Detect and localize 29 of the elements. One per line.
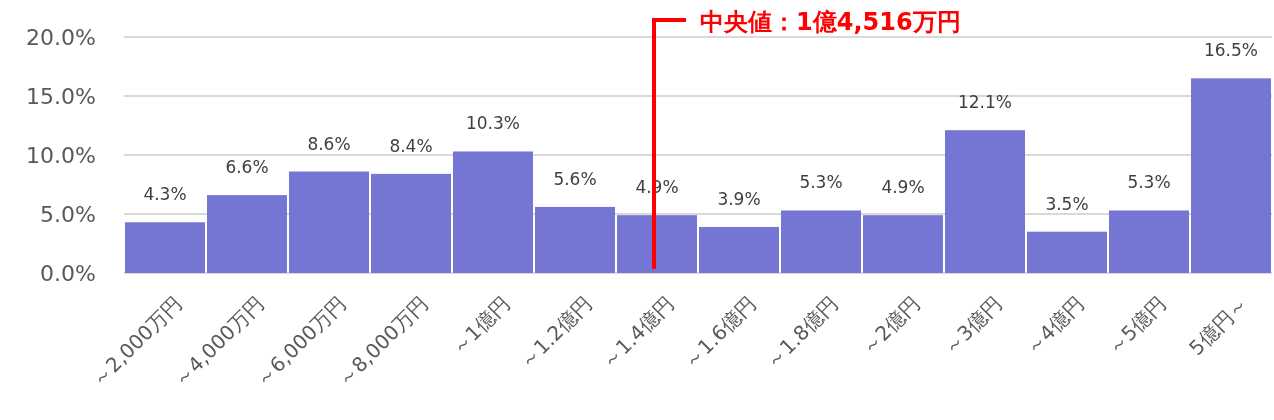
x-tick-label: ～2億円 — [856, 291, 925, 360]
data-label: 5.3% — [1127, 172, 1171, 193]
x-tick-label: ～1.2億円 — [514, 291, 597, 374]
data-label: 16.5% — [1203, 40, 1259, 61]
data-label: 12.1% — [957, 92, 1013, 113]
data-label: 6.6% — [225, 157, 269, 178]
data-label: 10.3% — [465, 113, 521, 134]
data-label: 5.3% — [799, 172, 843, 193]
data-label: 3.5% — [1045, 193, 1089, 214]
data-label: 5.6% — [553, 168, 597, 189]
x-tick-label: ～1.8億円 — [760, 291, 843, 374]
ref-line-label: 中央値：1億4,516万円 — [700, 8, 961, 36]
y-tick-label: 5.0% — [40, 202, 96, 227]
data-label: 3.9% — [717, 188, 761, 209]
data-label: 4.9% — [881, 177, 925, 198]
y-tick-label: 15.0% — [26, 84, 96, 109]
data-label: 4.3% — [143, 184, 187, 205]
x-tick-label: ～1.4億円 — [596, 291, 679, 374]
x-tick-label: ～4億円 — [1020, 291, 1089, 360]
x-tick-label: ～1.6億円 — [678, 291, 761, 374]
data-label: 8.4% — [389, 135, 433, 156]
x-tick-label: 5億円～ — [1184, 291, 1253, 360]
y-tick-label: 10.0% — [26, 143, 96, 168]
y-tick-label: 0.0% — [40, 261, 96, 286]
x-tick-label: ～3億円 — [938, 291, 1007, 360]
y-tick-label: 20.0% — [26, 25, 96, 50]
data-label: 8.6% — [307, 133, 351, 154]
x-tick-label: ～5億円 — [1102, 291, 1171, 360]
x-tick-label: ～1億円 — [446, 291, 515, 360]
